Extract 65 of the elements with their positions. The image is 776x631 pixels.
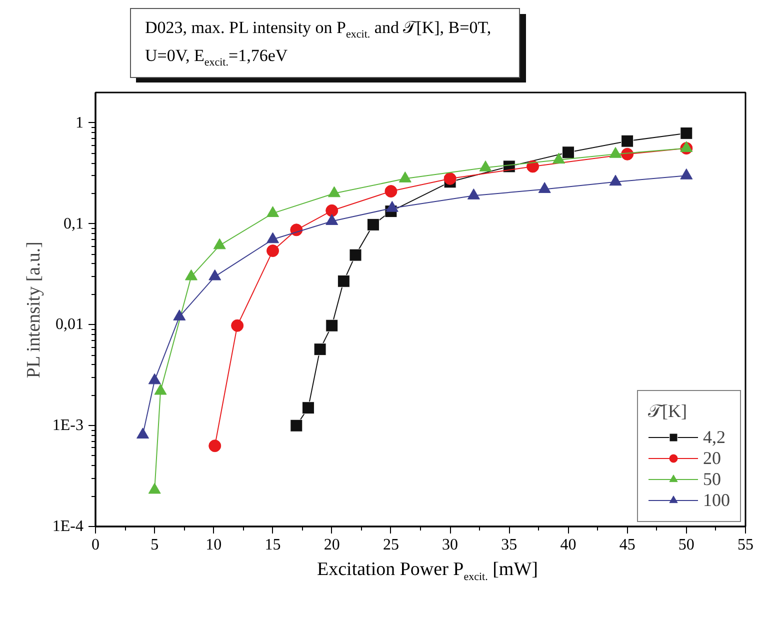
legend-label: 20 bbox=[703, 448, 722, 469]
point bbox=[609, 146, 622, 158]
point bbox=[148, 373, 161, 384]
x-tick-label: 25 bbox=[382, 536, 399, 554]
point bbox=[562, 146, 574, 158]
point bbox=[538, 182, 551, 193]
point bbox=[302, 401, 314, 414]
x-tick-label: 20 bbox=[324, 536, 340, 554]
legend-label: 50 bbox=[703, 468, 722, 490]
y-tick-label: 1 bbox=[76, 114, 84, 132]
x-tick-label: 45 bbox=[619, 536, 636, 554]
point bbox=[184, 269, 198, 280]
chart-title: D023, max. PL intensity on P$_{excit.}$ and 𝒯[K], B=0T, U=0V, E$_{excit.}$=1,76eV bbox=[145, 18, 492, 68]
y-tick-label: 0,1 bbox=[64, 215, 84, 232]
point bbox=[337, 274, 350, 288]
point bbox=[680, 126, 693, 140]
point bbox=[208, 269, 222, 280]
legend-label: 100 bbox=[703, 490, 730, 511]
point bbox=[349, 248, 362, 262]
x-tick-label: 55 bbox=[738, 536, 754, 554]
y-tick-label: 0,01 bbox=[56, 316, 84, 333]
point bbox=[621, 134, 634, 148]
point bbox=[290, 223, 303, 236]
x-tick-label: 50 bbox=[678, 536, 694, 554]
point bbox=[290, 419, 303, 432]
y-axis-title: PL intensity [a.u.] bbox=[23, 241, 44, 378]
point bbox=[680, 168, 693, 180]
point bbox=[398, 171, 412, 182]
point bbox=[366, 218, 380, 231]
point bbox=[266, 244, 280, 257]
point bbox=[326, 319, 338, 332]
point bbox=[609, 174, 622, 186]
y-tick-label: 1E-3 bbox=[52, 416, 84, 434]
point bbox=[154, 384, 167, 395]
x-tick-label: 35 bbox=[501, 536, 518, 554]
point bbox=[213, 238, 226, 249]
point bbox=[444, 172, 456, 185]
point bbox=[384, 184, 398, 198]
point bbox=[231, 319, 244, 332]
point bbox=[328, 186, 340, 197]
x-tick-label: 40 bbox=[560, 536, 576, 554]
x-tick-label: 15 bbox=[264, 536, 281, 554]
x-tick-label: 0 bbox=[92, 536, 100, 554]
point bbox=[136, 427, 150, 438]
point bbox=[148, 482, 161, 494]
point bbox=[386, 200, 398, 212]
point bbox=[266, 232, 280, 243]
x-tick-label: 5 bbox=[150, 536, 159, 554]
point bbox=[680, 140, 693, 152]
point bbox=[173, 309, 186, 320]
legend-title: 𝒯[K] bbox=[648, 400, 688, 422]
x-tick-label: 10 bbox=[206, 536, 222, 554]
point bbox=[326, 214, 338, 225]
point bbox=[552, 152, 566, 164]
point bbox=[208, 439, 222, 452]
x-axis-title: Excitation Power P$_{excit.}$ [mW] bbox=[316, 558, 539, 585]
point bbox=[266, 206, 280, 217]
x-tick-label: 30 bbox=[442, 536, 458, 554]
point bbox=[314, 342, 326, 356]
point bbox=[326, 204, 338, 217]
point bbox=[479, 160, 492, 172]
point bbox=[526, 160, 540, 172]
point bbox=[467, 188, 480, 200]
legend-label: 4,2 bbox=[703, 426, 726, 448]
y-tick-label: 1E-4 bbox=[52, 518, 84, 535]
